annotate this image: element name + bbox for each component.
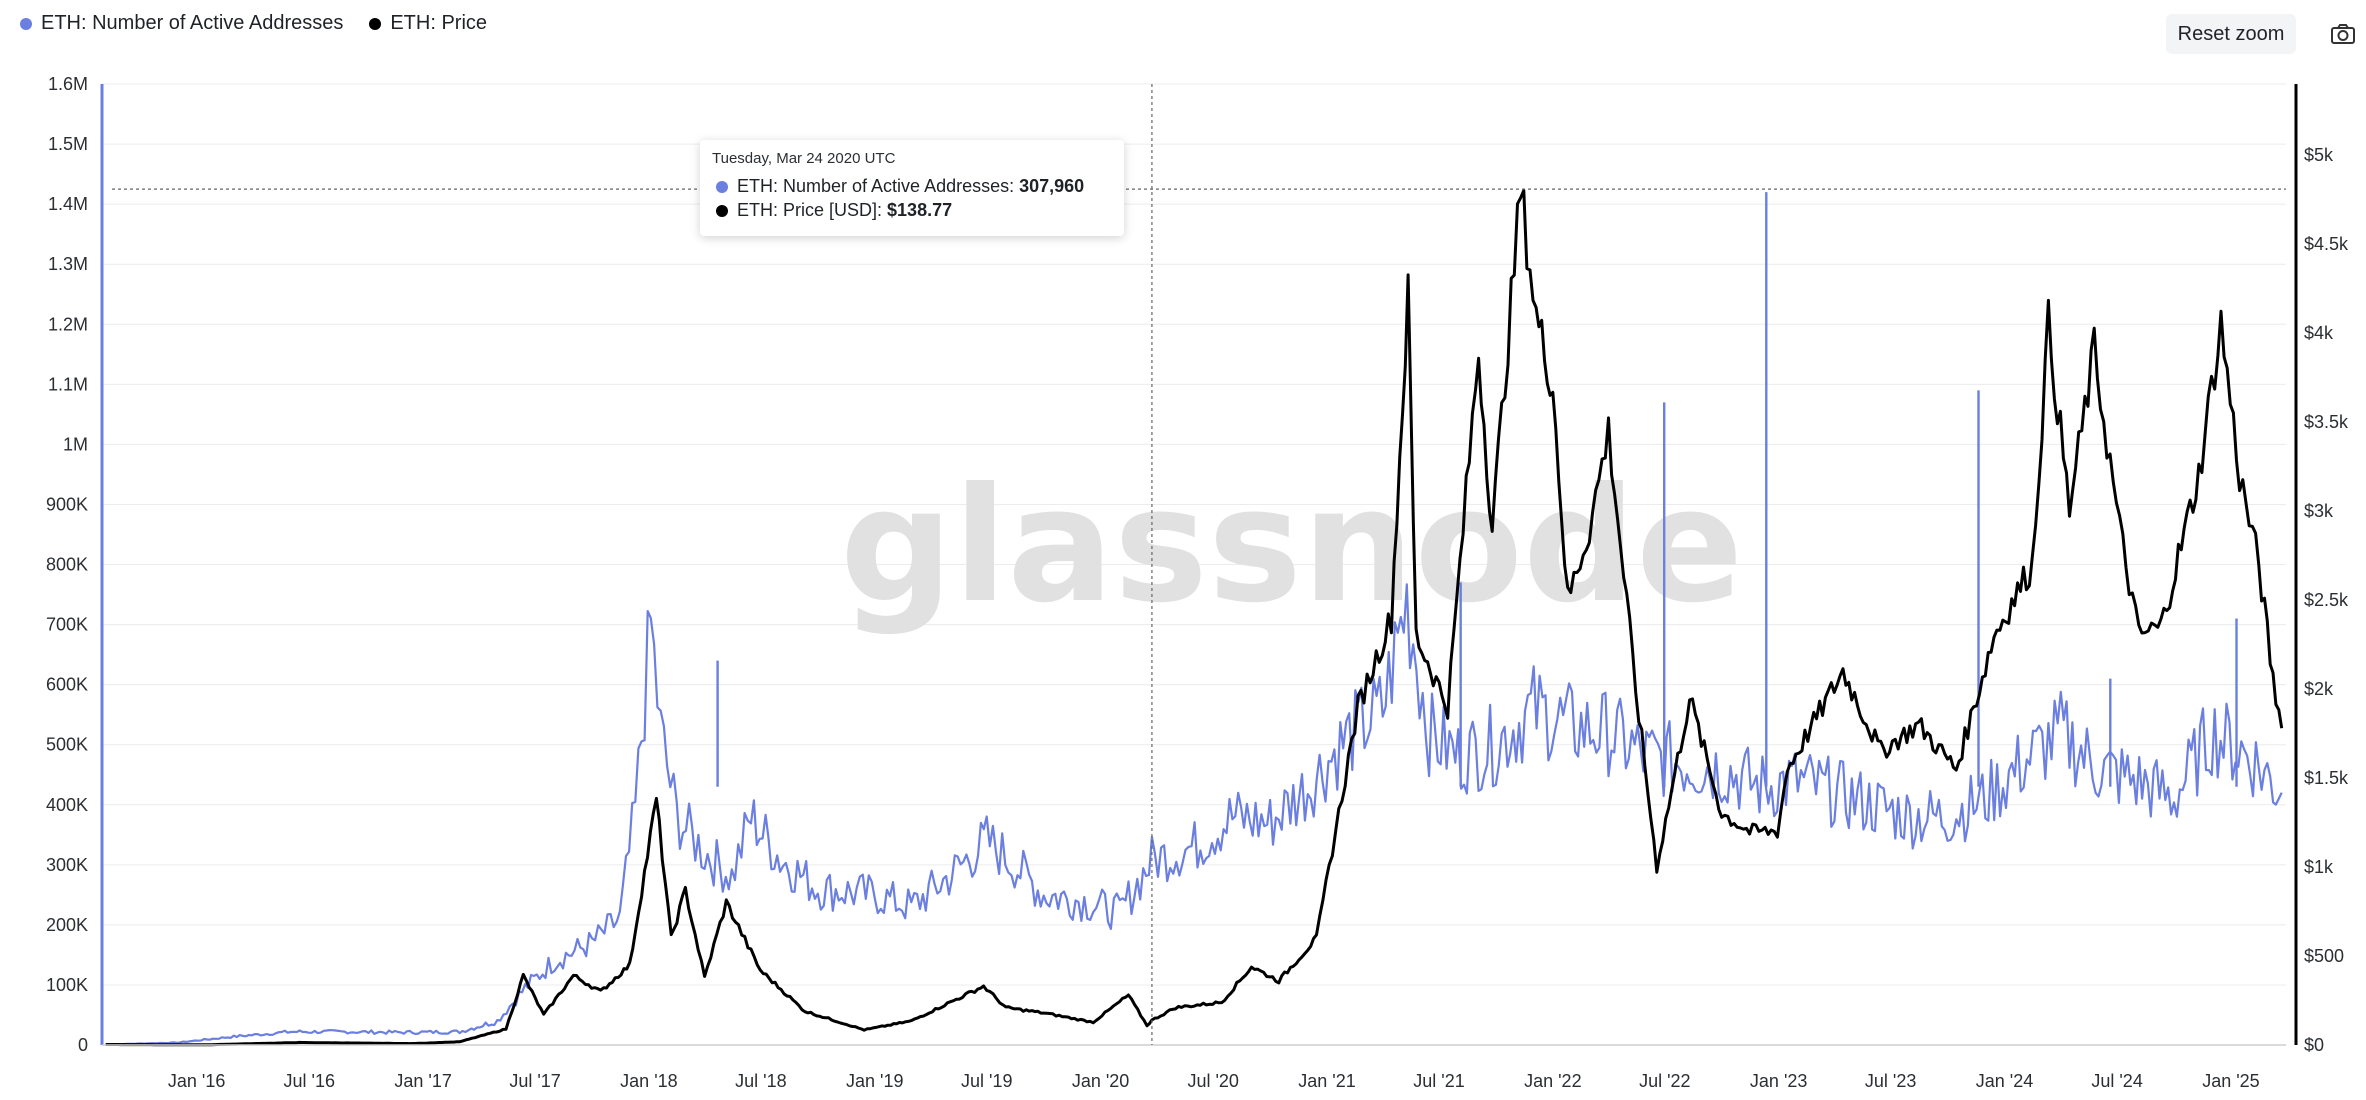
x-tick-label: Jan '22: [1524, 1071, 1581, 1091]
y-left-tick-label: 1.6M: [48, 74, 88, 94]
series-line-price: [105, 189, 2284, 1047]
tooltip-swatch-active-addresses: [716, 180, 728, 193]
legend-item-price[interactable]: ETH: Price: [369, 12, 487, 35]
y-right-tick-label: $4.5k: [2304, 234, 2349, 254]
y-right-tick-label: $3.5k: [2304, 412, 2349, 432]
y-axis-right-ticks: $0 $500 $1k $1.5k $2k $2.5k $3k $3.5k $4k $4.5k $5…: [2304, 145, 2349, 1055]
tooltip-label-price: ETH: Price [USD]:: [737, 200, 888, 220]
chart-axes: [100, 84, 2298, 1046]
y-left-tick-label: 1.2M: [48, 314, 88, 334]
y-right-tick-label: $500: [2304, 946, 2344, 966]
y-axis-left-ticks: 0 100K 200K 300K 400K 500K 600K 700K 800K 900K 1M 1…: [46, 74, 88, 1055]
x-tick-label: Jul '16: [284, 1071, 335, 1091]
x-tick-label: Jul '21: [1413, 1071, 1464, 1091]
x-tick-label: Jan '18: [620, 1071, 677, 1091]
legend-item-active-addresses[interactable]: ETH: Number of Active Addresses: [20, 12, 343, 35]
tooltip-row-active-addresses: ETH: Number of Active Addresses: 307,960: [716, 176, 1084, 197]
chart-tooltip: Tuesday, Mar 24 2020 UTC ETH: Number of …: [700, 140, 1124, 236]
legend-label-price: ETH: Price: [390, 12, 488, 34]
y-left-tick-label: 700K: [46, 615, 88, 635]
x-tick-label: Jan '16: [168, 1071, 225, 1091]
x-axis-ticks: Jan '16 Jul '16 Jan '17 Jul '17 Jan '18 Jul '…: [168, 1071, 2260, 1091]
watermark: glassnode: [840, 454, 1743, 638]
y-right-tick-label: $4k: [2304, 323, 2334, 343]
y-right-tick-label: $3k: [2304, 501, 2334, 521]
x-tick-label: Jan '24: [1976, 1071, 2033, 1091]
y-left-tick-label: 200K: [46, 915, 88, 935]
y-right-tick-label: $1k: [2304, 857, 2334, 877]
y-left-tick-label: 400K: [46, 795, 88, 815]
y-left-tick-label: 100K: [46, 975, 88, 995]
y-right-tick-label: $5k: [2304, 145, 2334, 165]
x-tick-label: Jul '17: [509, 1071, 560, 1091]
series-line-active-addresses: [105, 583, 2283, 1046]
x-tick-label: Jan '21: [1298, 1071, 1355, 1091]
chart-grid: [102, 83, 2286, 1046]
y-left-tick-label: 1.1M: [48, 374, 88, 394]
x-tick-label: Jul '19: [961, 1071, 1012, 1091]
y-left-tick-label: 1.3M: [48, 254, 88, 274]
x-tick-label: Jan '17: [394, 1071, 451, 1091]
x-tick-label: Jul '20: [1187, 1071, 1238, 1091]
x-tick-label: Jan '19: [846, 1071, 903, 1091]
y-left-tick-label: 1.4M: [48, 194, 88, 214]
y-left-tick-label: 1M: [63, 434, 88, 454]
y-right-tick-label: $0: [2304, 1035, 2324, 1055]
x-tick-label: Jan '23: [1750, 1071, 1807, 1091]
legend-swatch-price: [369, 17, 382, 30]
legend-swatch-active-addresses: [20, 17, 32, 30]
y-right-tick-label: $2.5k: [2304, 590, 2349, 610]
tooltip-row-price: ETH: Price [USD]: $138.77: [716, 200, 952, 221]
tooltip-date: Tuesday, Mar 24 2020 UTC: [712, 150, 896, 167]
y-left-tick-label: 600K: [46, 675, 88, 695]
x-tick-label: Jul '24: [2091, 1071, 2142, 1091]
y-left-tick-label: 1.5M: [48, 134, 88, 154]
crosshair: [112, 84, 2286, 1045]
tooltip-value-active-addresses: 307,960: [1019, 176, 1085, 196]
chart-legend: ETH: Number of Active Addresses ETH: Pri…: [20, 12, 487, 35]
x-tick-label: Jan '25: [2202, 1071, 2259, 1091]
y-right-tick-label: $1.5k: [2304, 768, 2349, 788]
tooltip-label-active-addresses: ETH: Number of Active Addresses:: [737, 176, 1020, 196]
x-tick-label: Jul '23: [1865, 1071, 1916, 1091]
x-tick-label: Jul '22: [1639, 1071, 1690, 1091]
y-right-tick-label: $2k: [2304, 679, 2334, 699]
x-tick-label: Jan '20: [1072, 1071, 1129, 1091]
legend-label-active-addresses: ETH: Number of Active Addresses: [41, 12, 344, 34]
active-addresses-spikes: [716, 192, 2238, 787]
tooltip-value-price: $138.77: [887, 200, 953, 220]
camera-icon[interactable]: [2330, 22, 2356, 46]
y-left-tick-label: 500K: [46, 735, 88, 755]
tooltip-swatch-price: [716, 204, 728, 217]
y-left-tick-label: 0: [78, 1035, 88, 1055]
y-left-tick-label: 800K: [46, 555, 88, 575]
y-left-tick-label: 900K: [46, 494, 88, 514]
y-left-tick-label: 300K: [46, 855, 88, 875]
x-tick-label: Jul '18: [735, 1071, 786, 1091]
reset-zoom-button[interactable]: Reset zoom: [2166, 14, 2296, 54]
